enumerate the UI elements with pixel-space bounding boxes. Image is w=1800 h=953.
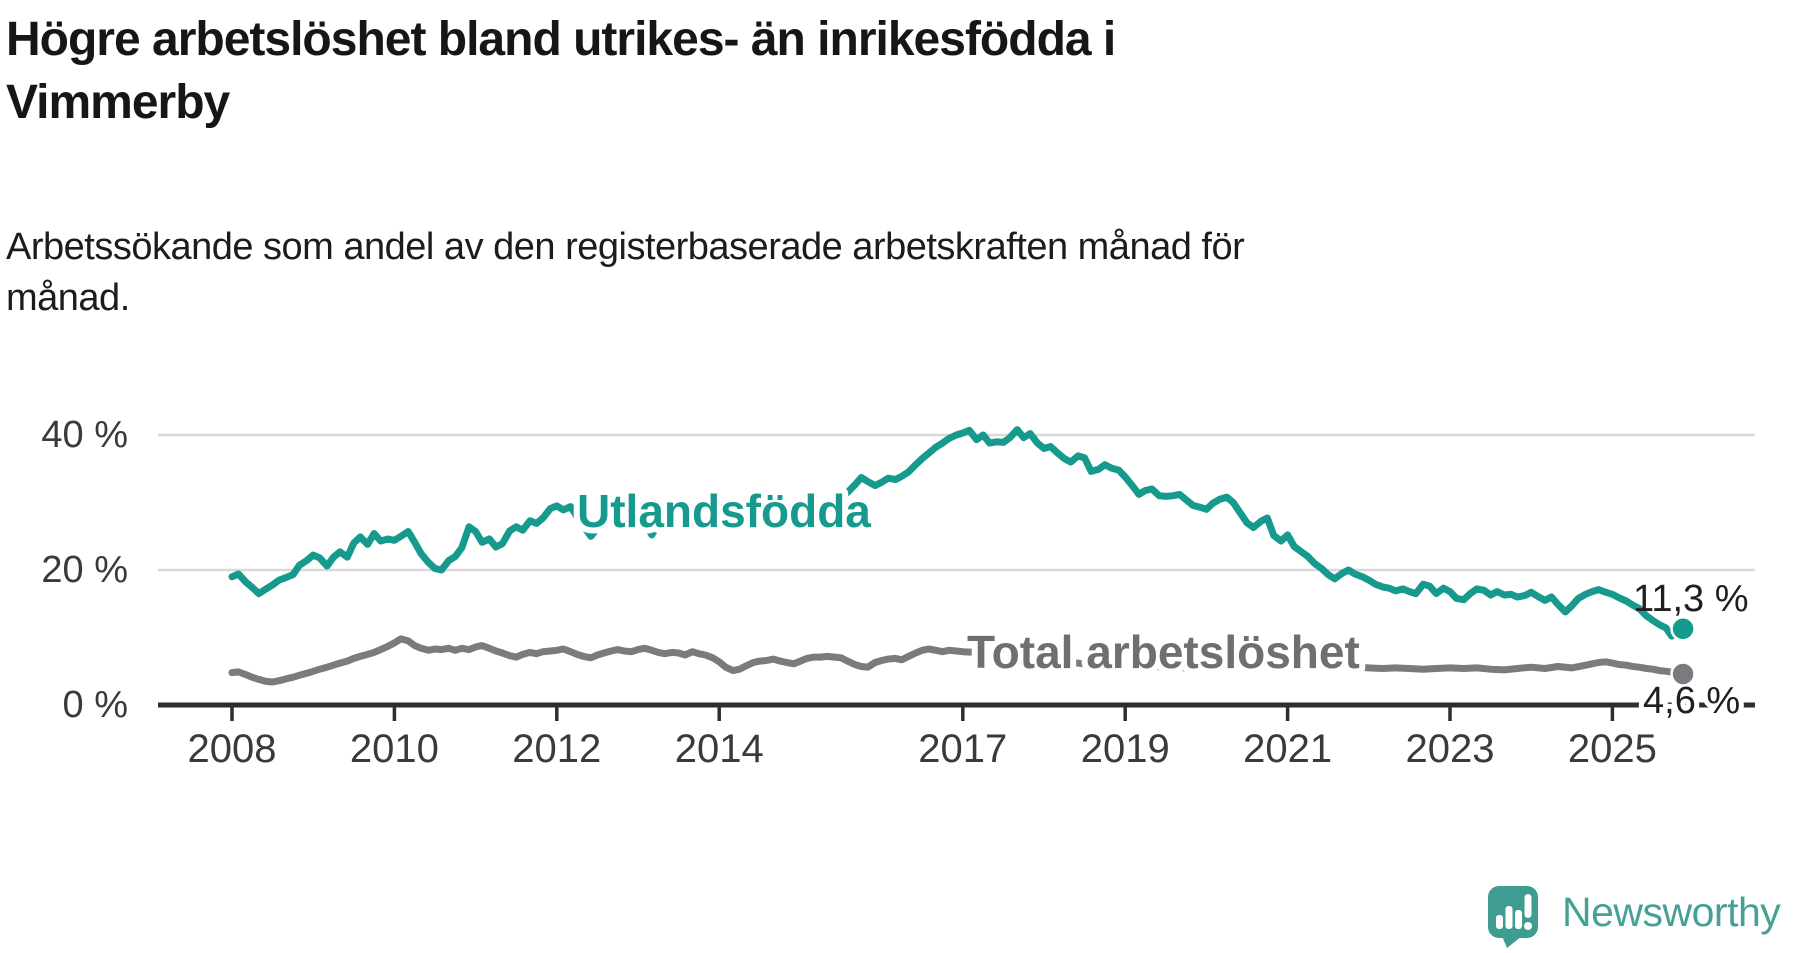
newsworthy-wordmark: Newsworthy bbox=[1562, 888, 1781, 935]
x-tick-label-2025: 2025 bbox=[1568, 727, 1657, 771]
page-title: Högre arbetslöshet bland utrikes- än inr… bbox=[6, 8, 1436, 134]
y-tick-label-0: 0 % bbox=[63, 684, 128, 726]
x-tick-label-2021: 2021 bbox=[1243, 727, 1332, 771]
x-tick-label-2017: 2017 bbox=[918, 727, 1007, 771]
series-end-dot-utlandsfodda bbox=[1670, 615, 1696, 642]
chart-subtitle: Arbetssökande som andel av den registerb… bbox=[6, 222, 1466, 324]
chart-subtitle-line-1: Arbetssökande som andel av den registerb… bbox=[6, 226, 1245, 268]
x-tick-label-2014: 2014 bbox=[675, 727, 764, 771]
y-tick-label-20: 20 % bbox=[41, 549, 128, 591]
newsworthy-logo-icon bbox=[1488, 886, 1538, 948]
series-line-utlandsfodda bbox=[228, 426, 1687, 640]
x-tick-label-2019: 2019 bbox=[1081, 727, 1170, 771]
series-line-total bbox=[228, 635, 1687, 686]
page-title-line-2: Vimmerby bbox=[6, 76, 230, 129]
x-tick-label-2010: 2010 bbox=[350, 727, 439, 771]
x-tick-label-2012: 2012 bbox=[512, 727, 601, 771]
series-end-value-utlandsfodda: 11,3 % bbox=[1633, 578, 1748, 620]
page-title-line-1: Högre arbetslöshet bland utrikes- än inr… bbox=[6, 13, 1116, 66]
y-tick-label-40: 40 % bbox=[41, 414, 128, 456]
series-end-dot-total bbox=[1670, 661, 1696, 687]
newsworthy-brand: Newsworthy bbox=[1486, 884, 1781, 948]
series-label-utlandsfodda: Utlandsfödda bbox=[577, 485, 871, 537]
series-label-total: Total arbetslöshet bbox=[967, 626, 1360, 678]
x-tick-label-2008: 2008 bbox=[188, 727, 277, 771]
series-end-value-total: 4,6 % bbox=[1643, 680, 1740, 722]
chart-subtitle-line-2: månad. bbox=[6, 277, 130, 319]
x-tick-label-2023: 2023 bbox=[1406, 727, 1495, 771]
